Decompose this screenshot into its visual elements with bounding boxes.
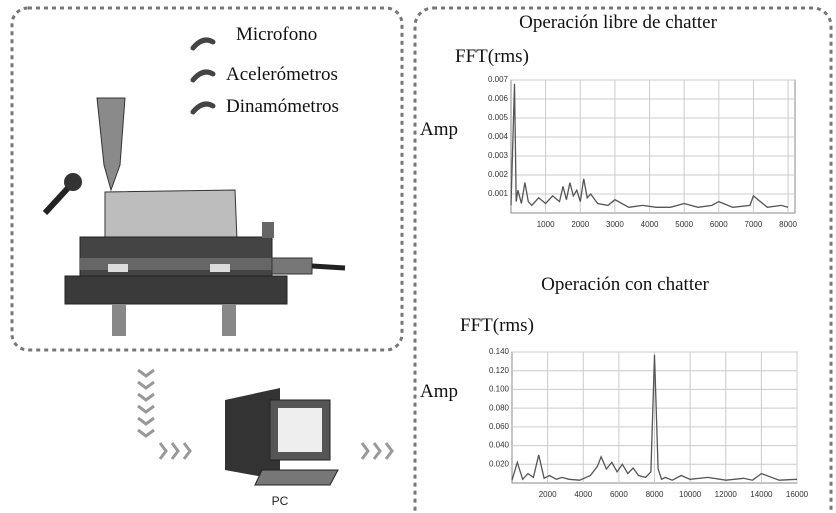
- workpiece: [105, 190, 237, 240]
- y-tick-label: 0.120: [489, 366, 510, 375]
- icon: [193, 72, 213, 80]
- y-tick-label: 0.005: [488, 113, 509, 122]
- cable: [312, 266, 345, 268]
- x-tick-label: 8000: [646, 490, 664, 499]
- x-tick-label: 6000: [710, 220, 728, 229]
- x-tick-label: 6000: [610, 490, 628, 499]
- x-tick-label: 4000: [574, 490, 592, 499]
- y-tick-label: 0.001: [488, 189, 509, 198]
- microphone: [45, 188, 68, 213]
- y-tick-label: 0.040: [489, 441, 510, 450]
- x-tick-label: 16000: [786, 490, 809, 499]
- y-tick-label: 0.060: [489, 422, 510, 431]
- x-tick-label: 10000: [679, 490, 702, 499]
- diagram: Microfono Acelerómetros Dinamómetros PC …: [0, 0, 836, 513]
- y-tick-label: 0.100: [489, 385, 510, 394]
- y-tick-label: 0.080: [489, 403, 510, 412]
- sensor-pad: [108, 264, 128, 272]
- sensor-label: Microfono: [236, 24, 317, 45]
- arrow-right: [160, 443, 190, 459]
- y-tick-label: 0.003: [488, 151, 509, 160]
- arrow-right: [362, 443, 392, 459]
- y-tick-label: 0.004: [488, 132, 509, 141]
- pc: [225, 388, 338, 485]
- sensor-icons: [193, 40, 213, 112]
- sensor-label: Acelerómetros: [226, 64, 338, 85]
- x-tick-label: 5000: [675, 220, 693, 229]
- chart-subtitle: FFT(rms): [455, 46, 529, 67]
- pc-label: PC: [272, 494, 289, 508]
- arrow-down: [138, 370, 154, 436]
- leg: [112, 304, 126, 336]
- chart-title: Operación con chatter: [541, 274, 709, 295]
- pc-display: [278, 408, 322, 452]
- x-tick-label: 4000: [641, 220, 659, 229]
- x-tick-label: 7000: [745, 220, 763, 229]
- x-tick-label: 2000: [571, 220, 589, 229]
- base: [65, 276, 287, 304]
- sensor-pad: [210, 264, 230, 272]
- y-tick-label: 0.006: [488, 94, 509, 103]
- icon: [193, 104, 213, 112]
- y-tick-label: 0.007: [488, 75, 509, 84]
- x-tick-label: 1000: [537, 220, 555, 229]
- y-tick-label: 0.002: [488, 170, 509, 179]
- y-tick-label: 0.140: [489, 347, 510, 356]
- x-tick-label: 8000: [779, 220, 797, 229]
- machine: [45, 98, 345, 336]
- y-axis-label: Amp: [420, 119, 458, 140]
- x-tick-label: 14000: [750, 490, 773, 499]
- chart-title: Operación libre de chatter: [519, 12, 717, 33]
- microphone-head: [64, 173, 82, 191]
- tool: [97, 98, 125, 190]
- sensor-label: Dinamómetros: [226, 96, 339, 117]
- x-tick-label: 12000: [715, 490, 738, 499]
- leg: [222, 304, 236, 336]
- connector: [272, 258, 312, 274]
- x-tick-label: 3000: [606, 220, 624, 229]
- plot-area: [511, 80, 795, 213]
- chart-subtitle: FFT(rms): [460, 315, 534, 336]
- pc-keyboard: [255, 470, 338, 485]
- x-tick-label: 2000: [539, 490, 557, 499]
- accelerometer: [262, 222, 274, 238]
- y-tick-label: 0.020: [489, 459, 510, 468]
- icon: [193, 40, 213, 48]
- y-axis-label: Amp: [420, 381, 458, 402]
